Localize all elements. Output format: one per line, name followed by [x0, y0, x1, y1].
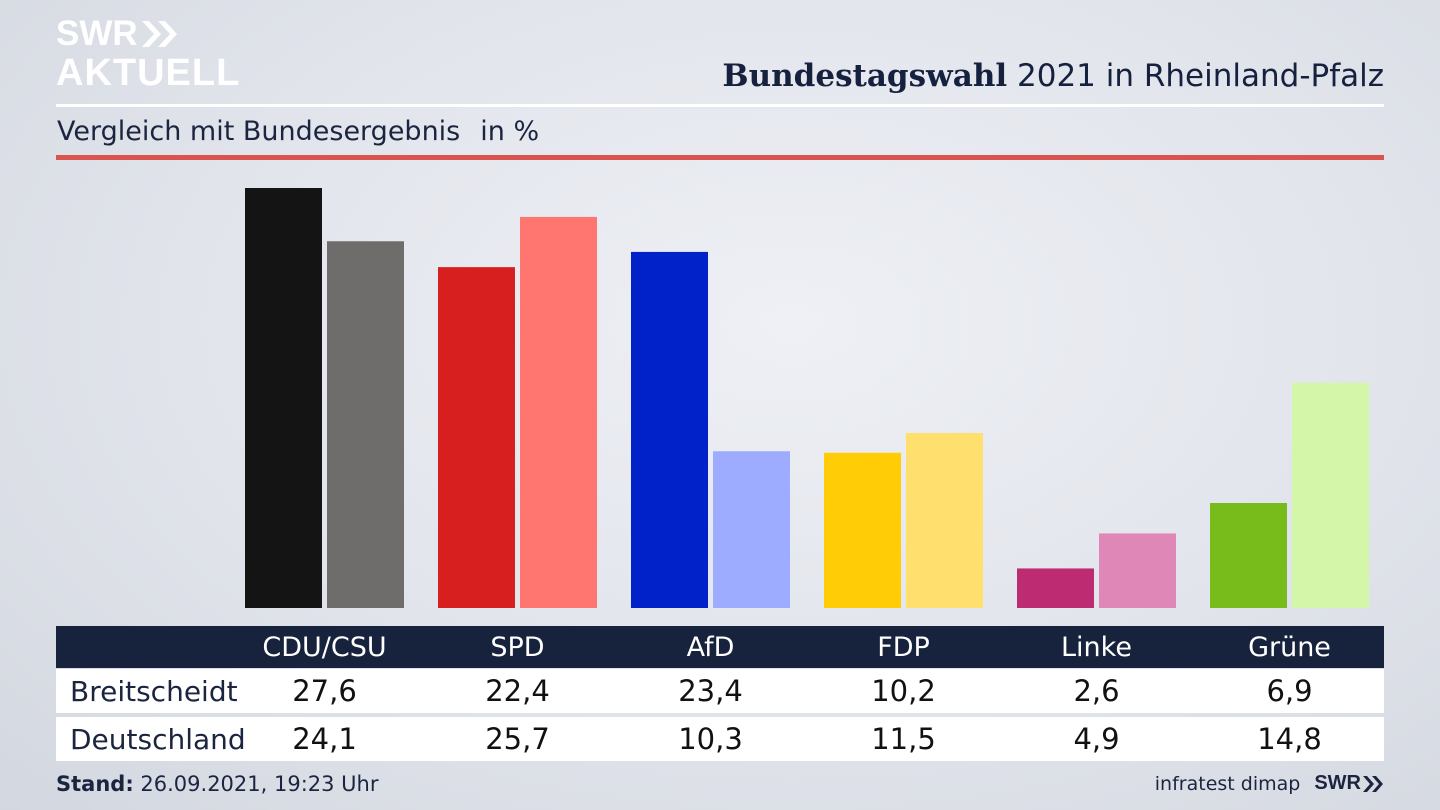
swr-aktuell-logo: SWR AKTUELL: [56, 14, 241, 95]
logo-swr-text: SWR: [56, 14, 138, 53]
timestamp: Stand: 26.09.2021, 19:23 Uhr: [56, 772, 379, 796]
bar-afd-deutschland: [713, 451, 790, 608]
bar-cdu-csu-breitscheidt: [245, 188, 322, 608]
accent-divider: [56, 155, 1384, 160]
bar-fdp-deutschland: [906, 433, 983, 608]
bar-spd-breitscheidt: [438, 267, 515, 608]
party-label-afd: AfD: [686, 631, 735, 663]
value-cdu-csu-deutschland: 24,1: [292, 722, 357, 756]
table-row: Deutschland 24,1 25,7 10,3 11,5 4,9 14,8: [56, 717, 1384, 761]
value-gr-ne-breitscheidt: 6,9: [1266, 674, 1313, 708]
bar-cdu-csu-deutschland: [327, 241, 404, 608]
footer-chevrons-icon: [1363, 775, 1383, 792]
value-linke-deutschland: 4,9: [1073, 722, 1120, 756]
value-spd-breitscheidt: 22,4: [485, 674, 550, 708]
footer-swr-logo: SWR: [1314, 772, 1361, 794]
party-label-cdu-csu: CDU/CSU: [262, 631, 387, 663]
value-spd-deutschland: 25,7: [485, 722, 550, 756]
value-linke-breitscheidt: 2,6: [1073, 674, 1120, 708]
bar-fdp-breitscheidt: [824, 452, 901, 608]
logo-chevrons-icon: [141, 21, 177, 47]
unit-label: in %: [480, 116, 540, 147]
bar-linke-breitscheidt: [1017, 568, 1094, 608]
bar-gr-ne-deutschland: [1292, 382, 1369, 608]
party-label-linke: Linke: [1061, 631, 1132, 663]
stand-label: Stand:: [56, 772, 134, 796]
value-cdu-csu-breitscheidt: 27,6: [292, 674, 357, 708]
party-header-row: CDU/CSU SPD AfD FDP Linke Grüne: [56, 626, 1384, 668]
stand-value: 26.09.2021, 19:23 Uhr: [133, 772, 379, 796]
source-text: infratest dimap: [1154, 772, 1301, 795]
logo-aktuell-text: AKTUELL: [56, 52, 241, 94]
bar-afd-breitscheidt: [631, 251, 708, 609]
page-title: Bundestagswahl 2021 in Rheinland-Pfalz: [722, 58, 1384, 94]
row-label-deutschland: Deutschland: [70, 722, 246, 756]
party-label-spd: SPD: [490, 631, 545, 663]
chart-subtitle: Vergleich mit Bundesergebnis in %: [57, 116, 539, 147]
title-divider: [56, 104, 1384, 107]
party-label-fdp: FDP: [877, 631, 930, 663]
value-afd-deutschland: 10,3: [678, 722, 743, 756]
party-label-gr-ne: Grüne: [1248, 631, 1331, 663]
value-fdp-breitscheidt: 10,2: [871, 674, 936, 708]
bar-linke-deutschland: [1099, 533, 1176, 608]
bar-spd-deutschland: [520, 216, 597, 609]
value-gr-ne-deutschland: 14,8: [1257, 722, 1322, 756]
subtitle-text: Vergleich mit Bundesergebnis: [57, 116, 461, 147]
bar-gr-ne-breitscheidt: [1210, 503, 1287, 608]
title-bold: Bundestagswahl: [722, 58, 1008, 94]
value-afd-breitscheidt: 23,4: [678, 674, 743, 708]
table-row: Breitscheidt 27,6 22,4 23,4 10,2 2,6 6,9: [56, 669, 1384, 713]
footer-source: infratest dimap SWR: [1155, 772, 1384, 795]
title-rest: 2021 in Rheinland-Pfalz: [1007, 58, 1384, 94]
row-label-breitscheidt: Breitscheidt: [70, 674, 238, 708]
bar-chart: [245, 188, 1369, 609]
value-fdp-deutschland: 11,5: [871, 722, 936, 756]
